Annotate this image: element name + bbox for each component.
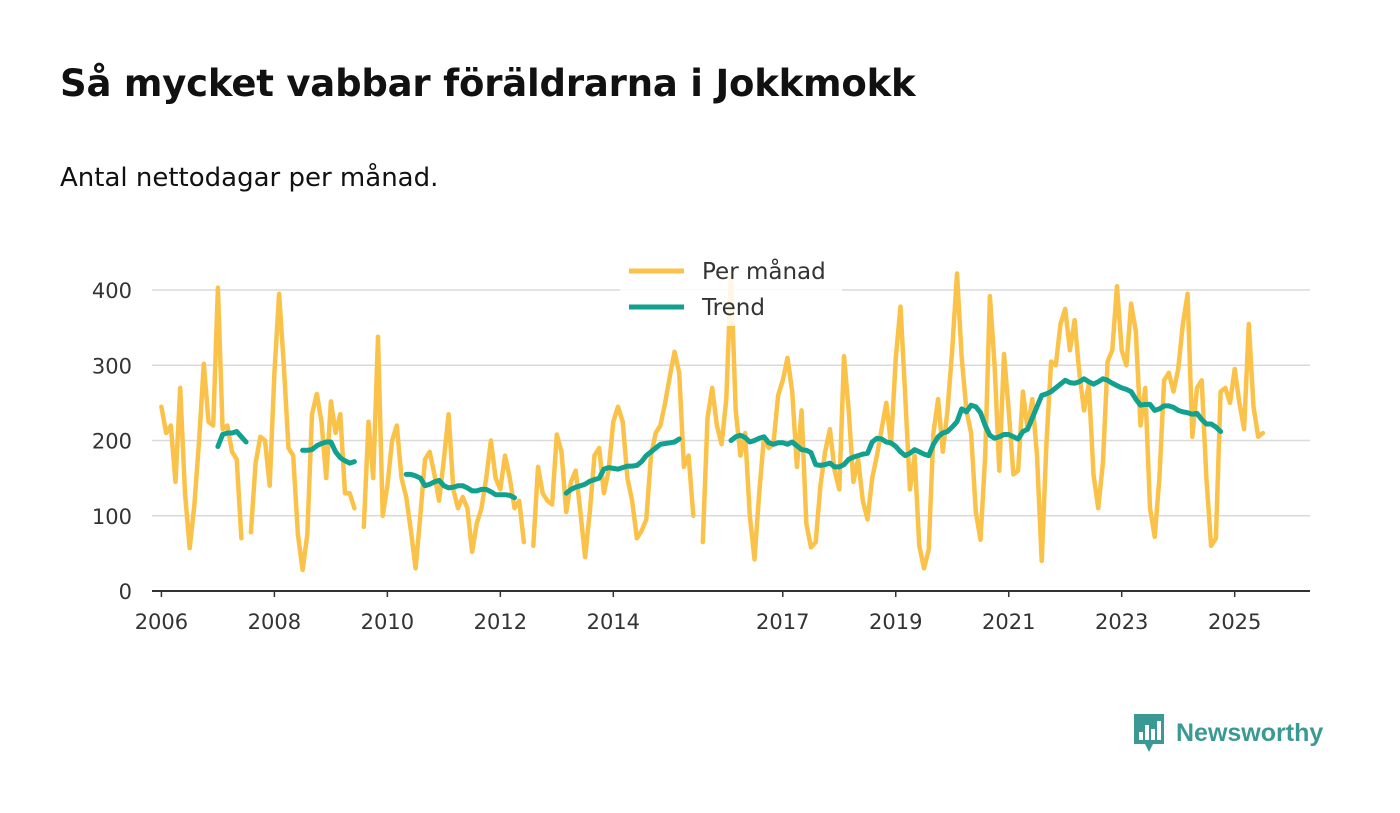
x-tick-label: 2025	[1208, 610, 1261, 634]
x-tick-label: 2010	[361, 610, 414, 634]
legend-background	[620, 250, 842, 326]
y-tick-label: 0	[119, 580, 132, 604]
y-axis-ticks: 0 100 200 300 400	[92, 279, 132, 604]
series-lines	[159, 271, 1266, 573]
x-tick-label: 2008	[248, 610, 301, 634]
brand-logo: Newsworthy	[1132, 712, 1323, 754]
y-tick-label: 300	[92, 354, 132, 378]
x-tick-label: 2012	[474, 610, 527, 634]
x-tick-label: 2023	[1095, 610, 1148, 634]
x-axis-ticks: 2006 2008 2010 2012 2014 2017 2019 2021 2023 2025	[135, 591, 1261, 634]
y-tick-label: 200	[92, 430, 132, 454]
legend: Per månad Trend	[620, 250, 842, 326]
chart-title: Så mycket vabbar föräldrarna i Jokkmokk	[60, 62, 916, 105]
series-line-per-manad	[159, 271, 1266, 573]
x-tick-label: 2017	[756, 610, 809, 634]
series-line-trend	[215, 376, 1224, 501]
x-tick-label: 2006	[135, 610, 188, 634]
y-tick-label: 400	[92, 279, 132, 303]
brand-name: Newsworthy	[1176, 718, 1324, 747]
legend-label-per-manad: Per månad	[702, 257, 826, 285]
x-tick-label: 2014	[587, 610, 640, 634]
y-tick-label: 100	[92, 505, 132, 529]
bar-chart-speech-bubble-icon	[1134, 714, 1164, 752]
x-tick-label: 2021	[982, 610, 1035, 634]
legend-label-trend: Trend	[701, 295, 765, 321]
x-tick-label: 2019	[869, 610, 922, 634]
chart-subtitle: Antal nettodagar per månad.	[60, 163, 439, 193]
